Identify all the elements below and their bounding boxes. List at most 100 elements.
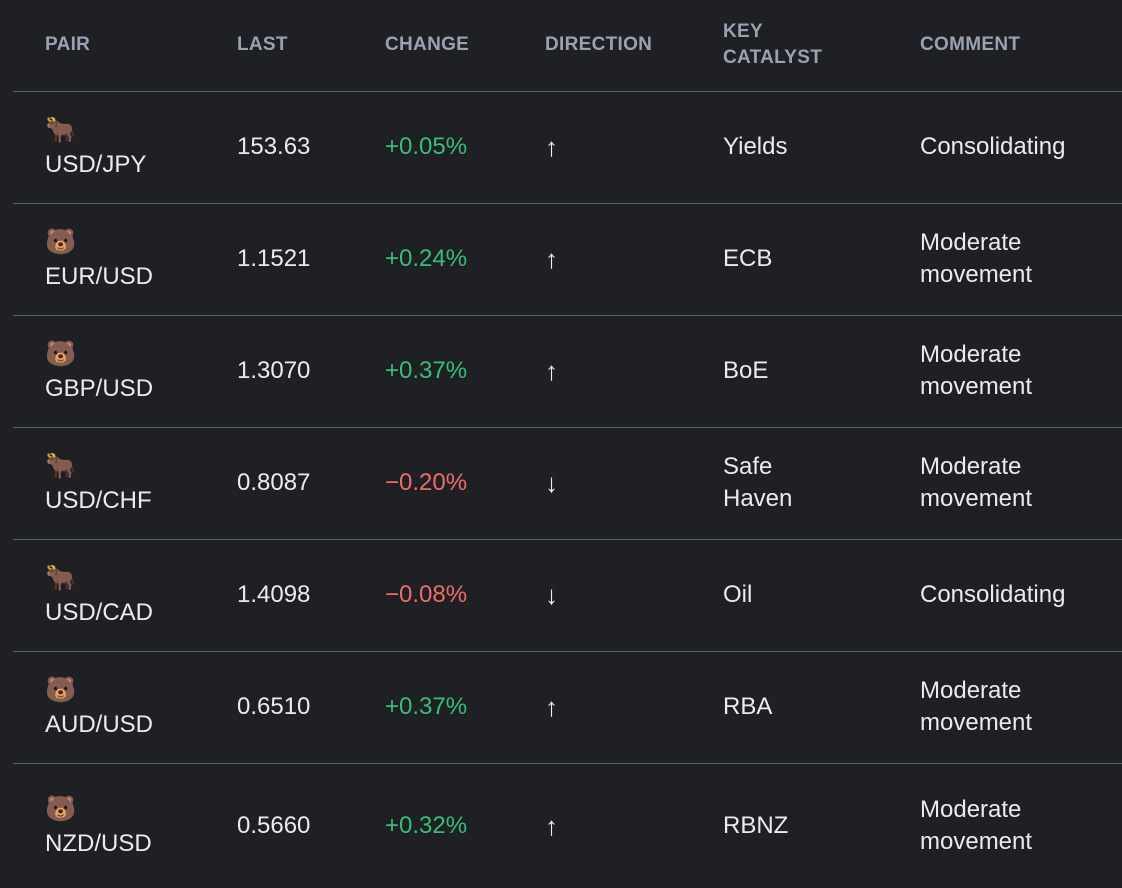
pair-name: GBP/USD (45, 375, 154, 402)
column-header-direction: DIRECTION (545, 0, 723, 92)
change-value: +0.32% (385, 811, 468, 839)
catalyst-cell: ECB (723, 203, 920, 316)
pair-name: USD/CAD (45, 599, 154, 626)
key-catalyst-value: RBA (723, 693, 773, 720)
change-value: −0.08% (385, 581, 468, 608)
pair-name: USD/CHF (45, 487, 152, 514)
table-row-gbpusd: 🐻 GBP/USD 1.3070 +0.37% ↑ BoE Moderate m… (13, 315, 1122, 428)
column-header-direction-label: DIRECTION (545, 34, 653, 56)
pair-cell: 🐂 USD/CAD (13, 539, 237, 652)
last-value: 0.8087 (237, 469, 311, 496)
direction-cell: ↑ (545, 315, 723, 428)
key-catalyst-value: Yields (723, 133, 788, 160)
last-value: 1.3070 (237, 357, 311, 384)
change-cell: +0.37% (385, 315, 545, 428)
pair-cell: 🐻 GBP/USD (13, 315, 237, 428)
table-row-nzdusd: 🐻 NZD/USD 0.5660 +0.32% ↑ RBNZ Moderate … (13, 763, 1122, 888)
bear-emoji-icon: 🐻 (45, 676, 77, 704)
table-row-audusd: 🐻 AUD/USD 0.6510 +0.37% ↑ RBA Moderate m… (13, 651, 1122, 764)
header-row: PAIR LAST CHANGE DIRECTION KEY CATALYST … (13, 0, 1122, 92)
column-header-last-label: LAST (237, 34, 288, 56)
fx-pairs-table: PAIR LAST CHANGE DIRECTION KEY CATALYST … (13, 0, 1122, 888)
last-cell: 0.6510 (237, 651, 385, 764)
column-header-comment-label: COMMENT (920, 34, 1021, 56)
pair-name: EUR/USD (45, 263, 154, 290)
last-value: 1.1521 (237, 245, 311, 272)
pair-cell: 🐂 USD/CHF (13, 427, 237, 540)
catalyst-cell: Yields (723, 91, 920, 204)
column-header-pair: PAIR (13, 0, 237, 92)
key-catalyst-value: BoE (723, 357, 769, 384)
bear-emoji-icon: 🐻 (45, 794, 77, 823)
last-cell: 0.5660 (237, 763, 385, 888)
change-cell: −0.08% (385, 539, 545, 652)
column-header-change: CHANGE (385, 0, 545, 92)
last-cell: 153.63 (237, 91, 385, 204)
column-header-key-catalyst-label: KEY CATALYST (723, 21, 823, 69)
comment-value: Moderate movement (920, 453, 1033, 512)
column-header-key-catalyst: KEY CATALYST (723, 0, 920, 92)
change-value: −0.20% (385, 469, 468, 496)
bear-emoji-icon: 🐻 (45, 228, 77, 256)
column-header-last: LAST (237, 0, 385, 92)
comment-value: Consolidating (920, 581, 1066, 608)
key-catalyst-value: ECB (723, 245, 773, 272)
change-value: +0.37% (385, 693, 468, 720)
ox-emoji-icon: 🐂 (45, 116, 77, 144)
pair-cell: 🐻 NZD/USD (13, 763, 237, 888)
comment-value: Moderate movement (920, 341, 1033, 400)
pair-name: NZD/USD (45, 829, 152, 857)
catalyst-cell: Oil (723, 539, 920, 652)
pair-cell: 🐻 EUR/USD (13, 203, 237, 316)
last-cell: 1.4098 (237, 539, 385, 652)
up-arrow-icon: ↑ (545, 132, 558, 162)
direction-cell: ↑ (545, 203, 723, 316)
direction-cell: ↑ (545, 763, 723, 888)
last-value: 1.4098 (237, 581, 311, 608)
change-cell: +0.37% (385, 651, 545, 764)
direction-cell: ↑ (545, 91, 723, 204)
up-arrow-icon: ↑ (545, 810, 558, 841)
ox-emoji-icon: 🐂 (45, 564, 77, 592)
pair-cell: 🐂 USD/JPY (13, 91, 237, 204)
comment-cell: Consolidating (920, 91, 1122, 204)
last-value: 0.6510 (237, 693, 311, 720)
table-row-eurusd: 🐻 EUR/USD 1.1521 +0.24% ↑ ECB Moderate m… (13, 203, 1122, 316)
comment-cell: Moderate movement (920, 763, 1122, 888)
key-catalyst-value: Oil (723, 581, 753, 608)
bear-emoji-icon: 🐻 (45, 340, 77, 368)
table-row-usdcad: 🐂 USD/CAD 1.4098 −0.08% ↓ Oil Consolidat… (13, 539, 1122, 652)
column-header-pair-label: PAIR (45, 34, 91, 56)
comment-cell: Moderate movement (920, 427, 1122, 540)
comment-value: Moderate movement (920, 229, 1033, 288)
column-header-change-label: CHANGE (385, 34, 470, 56)
change-cell: −0.20% (385, 427, 545, 540)
last-value: 0.5660 (237, 811, 311, 839)
pair-name: USD/JPY (45, 151, 147, 178)
last-cell: 1.1521 (237, 203, 385, 316)
last-cell: 0.8087 (237, 427, 385, 540)
change-cell: +0.05% (385, 91, 545, 204)
key-catalyst-value: Safe Haven (723, 453, 793, 512)
catalyst-cell: Safe Haven (723, 427, 920, 540)
change-value: +0.05% (385, 133, 468, 160)
change-cell: +0.24% (385, 203, 545, 316)
table-row-usdchf: 🐂 USD/CHF 0.8087 −0.20% ↓ Safe Haven Mod… (13, 427, 1122, 540)
change-value: +0.37% (385, 357, 468, 384)
direction-cell: ↓ (545, 427, 723, 540)
change-value: +0.24% (385, 245, 468, 272)
comment-value: Moderate movement (920, 677, 1033, 736)
pair-cell: 🐻 AUD/USD (13, 651, 237, 764)
down-arrow-icon: ↓ (545, 468, 558, 498)
last-cell: 1.3070 (237, 315, 385, 428)
comment-cell: Consolidating (920, 539, 1122, 652)
direction-cell: ↓ (545, 539, 723, 652)
comment-value: Moderate movement (920, 795, 1033, 855)
catalyst-cell: RBA (723, 651, 920, 764)
up-arrow-icon: ↑ (545, 244, 558, 274)
up-arrow-icon: ↑ (545, 356, 558, 386)
last-value: 153.63 (237, 133, 311, 160)
catalyst-cell: RBNZ (723, 763, 920, 888)
up-arrow-icon: ↑ (545, 692, 558, 722)
